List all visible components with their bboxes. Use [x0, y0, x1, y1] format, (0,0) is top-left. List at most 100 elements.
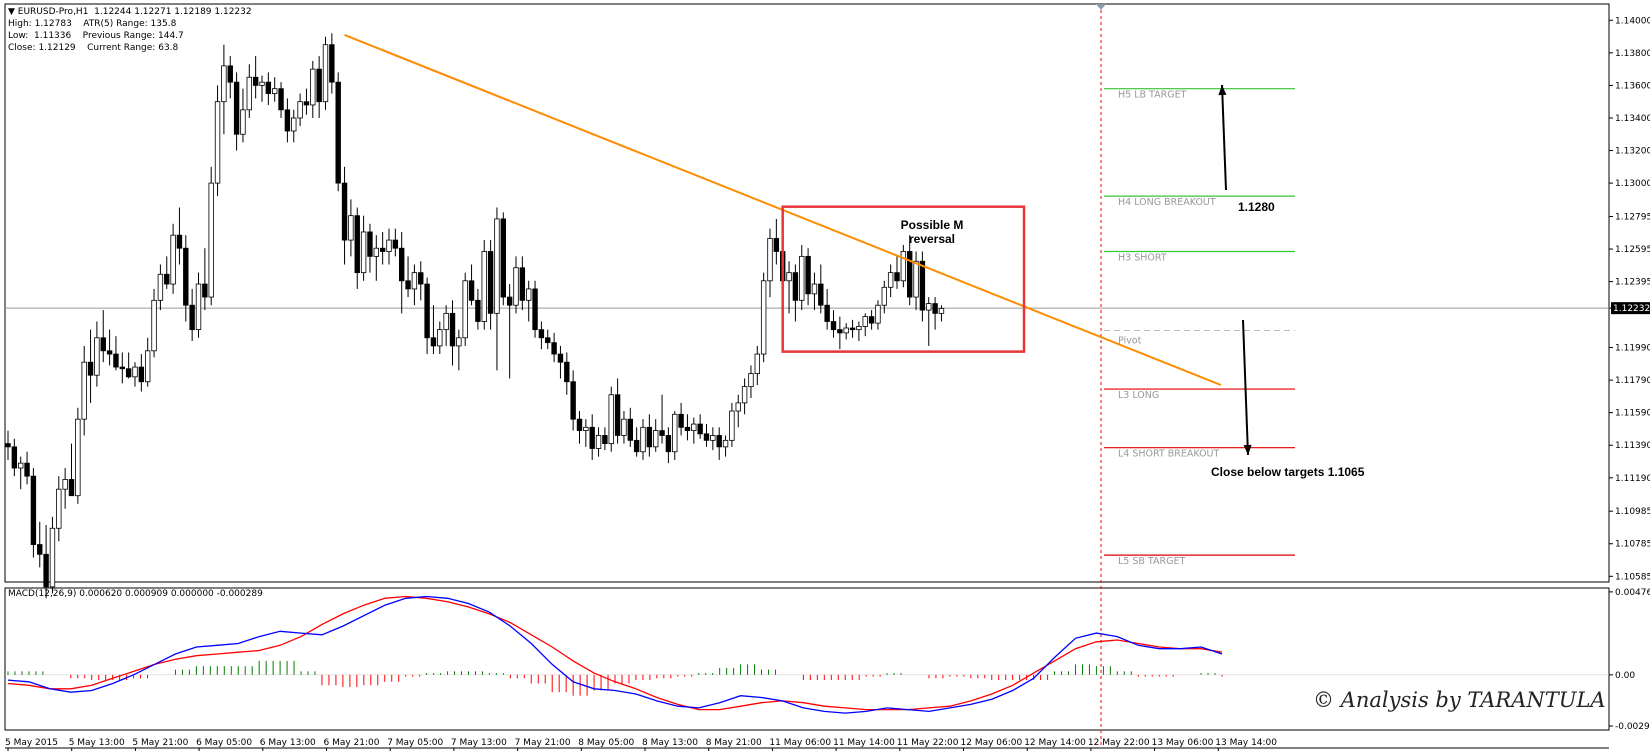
bear-candle [849, 327, 856, 331]
macd-signal-line [7, 595, 1223, 711]
atr-value: 135.8 [150, 19, 177, 29]
bull-candle [811, 283, 818, 295]
price-tick-label: 1.13000 [1615, 179, 1650, 189]
price-tick-label: 1.10785 [1615, 540, 1650, 550]
bear-candle [24, 462, 30, 477]
bear-candle [278, 88, 284, 111]
bull-candle [875, 304, 881, 324]
bull-candle [913, 260, 919, 298]
current-price-box [1611, 302, 1650, 315]
bear-candle [703, 433, 710, 441]
bear-candle [894, 272, 900, 282]
bull-candle [494, 218, 500, 314]
bear-candle [633, 439, 640, 453]
bull-candle [938, 308, 945, 314]
price-tick-label: 1.13400 [1615, 114, 1650, 124]
bull-candle [691, 423, 697, 431]
info-line-high: High: 1.12783 ATR(5) Range: 135.8 [8, 18, 252, 30]
bull-candle [608, 394, 614, 445]
bull-candle [672, 413, 678, 453]
price-tick-label: 1.11990 [1615, 344, 1650, 354]
bear-candle [614, 394, 621, 436]
up-arrow-head [1218, 85, 1227, 96]
high-value: 1.12783 [34, 19, 72, 29]
bull-candle [754, 353, 760, 374]
bull-candle [17, 462, 24, 469]
bull-candle [81, 361, 87, 420]
bear-candle [335, 81, 341, 184]
bear-candle [392, 239, 399, 249]
time-tick-label: 5 May 13:00 [69, 738, 125, 748]
price-tick-label: 1.12595 [1615, 245, 1650, 255]
bear-candle [449, 312, 456, 347]
bull-candle [411, 272, 418, 290]
possible-m-annotation: Possible M reversal [896, 218, 968, 246]
bull-candle [741, 386, 748, 404]
bull-candle [748, 373, 754, 388]
price-tick-label: 1.10985 [1615, 507, 1650, 517]
time-tick-label: 6 May 05:00 [196, 738, 252, 748]
down-arrow-head [1243, 444, 1252, 455]
bull-candle [843, 327, 849, 334]
bear-candle [545, 337, 551, 344]
bear-candle [418, 272, 424, 285]
bear-candle [87, 361, 94, 376]
bull-candle [481, 251, 487, 322]
bear-candle [837, 329, 843, 334]
atr-label: ATR(5) Range: [83, 19, 148, 29]
bear-candle [316, 68, 322, 103]
macd-tick-label: 0.00 [1615, 671, 1635, 681]
bull-candle [259, 81, 265, 86]
bear-candle [164, 273, 170, 285]
bear-candle [68, 479, 75, 497]
bear-candle [233, 81, 240, 135]
bear-candle [487, 251, 494, 314]
target-up-annotation: 1.1280 [1238, 200, 1275, 214]
bear-candle [907, 251, 913, 298]
pivot-level-label: L5 SB TARGET [1118, 556, 1185, 567]
macd-panel-frame [4, 587, 1610, 731]
bear-candle [176, 234, 183, 249]
bull-candle [56, 488, 62, 529]
bear-candle [11, 446, 18, 469]
previous-range-label: Previous Range: [82, 31, 156, 41]
bear-candle [405, 280, 411, 290]
bear-candle [430, 337, 437, 347]
bull-candle [513, 267, 519, 306]
time-tick-label: 7 May 05:00 [387, 738, 443, 748]
time-tick-label: 13 May 06:00 [1152, 738, 1214, 748]
bear-candle [919, 260, 926, 311]
up-arrow-shaft [1221, 84, 1227, 191]
bear-candle [183, 247, 189, 306]
price-tick-label: 1.13800 [1615, 49, 1650, 59]
bull-candle [195, 283, 202, 331]
down-arrow-shaft [1242, 319, 1249, 456]
bull-candle [881, 286, 887, 306]
bull-candle [729, 410, 735, 441]
info-line-close: Close: 1.12129 Current Range: 63.8 [8, 42, 252, 54]
bear-candle [379, 247, 386, 252]
bull-candle [151, 299, 157, 352]
bull-candle [360, 231, 367, 274]
pivot-level-label: H4 LONG BREAKOUT [1118, 197, 1216, 208]
price-tick-label: 1.13600 [1615, 81, 1650, 91]
bear-candle [678, 413, 684, 428]
bear-candle [5, 443, 11, 448]
bull-candle [595, 435, 602, 449]
bear-candle [106, 350, 113, 355]
bear-candle [43, 553, 49, 588]
bear-candle [557, 353, 564, 363]
bear-candle [354, 215, 360, 274]
time-tick-label: 12 May 22:00 [1088, 738, 1150, 748]
bull-candle [208, 182, 214, 298]
bear-candle [868, 316, 875, 324]
price-tick-label: 1.14000 [1615, 16, 1650, 26]
time-tick-label: 8 May 21:00 [706, 738, 762, 748]
reversal-text: reversal [908, 232, 956, 246]
bear-candle [659, 430, 665, 436]
bear-candle [202, 283, 208, 298]
bear-candle [564, 361, 570, 383]
watermark: © Analysis by TARANTULA [1313, 688, 1606, 712]
bull-candle [583, 426, 589, 431]
